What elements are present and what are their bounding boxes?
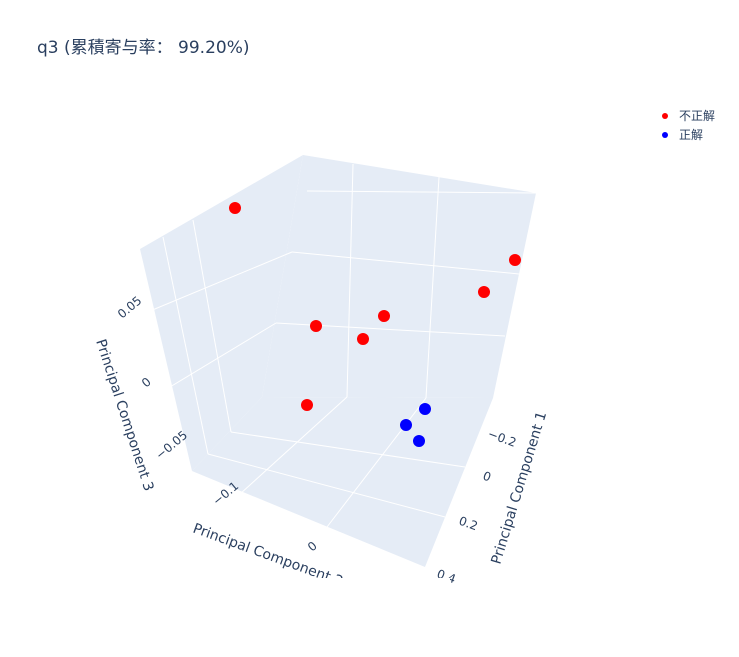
legend: 不正解 正解 [656,106,715,144]
back-wall-pane [262,155,536,398]
left-wall-pane [140,155,303,471]
legend-marker-icon [662,131,668,138]
data-point[interactable] [378,310,390,322]
data-point[interactable] [478,286,490,298]
y-tick-label: 0 [305,539,320,555]
data-point[interactable] [413,435,425,447]
x-tick-label: 0 [481,469,493,485]
data-point[interactable] [301,399,313,411]
legend-marker-icon [662,112,668,119]
legend-label: 正解 [679,128,704,142]
data-point[interactable] [400,419,412,431]
data-point[interactable] [509,254,521,266]
z-tick-label: −0.05 [153,428,190,462]
data-points [229,202,521,447]
legend-item-correct[interactable]: 正解 [656,125,715,144]
legend-label: 不正解 [679,109,716,123]
data-point[interactable] [419,403,431,415]
z-tick-label: 0 [139,375,154,391]
axis-panes [140,155,536,567]
data-point[interactable] [229,202,241,214]
data-point[interactable] [310,320,322,332]
x-tick-label: 0.2 [457,514,480,534]
data-point[interactable] [357,333,369,345]
gridlines [149,163,537,528]
plot-clip-mask [290,578,450,638]
z-axis-title: Principal Component 3 [92,337,156,493]
x-tick-label: −0.2 [486,427,518,450]
legend-item-incorrect[interactable]: 不正解 [656,106,715,125]
chart-title: q3 (累積寄与率： 99.20%) [37,38,250,58]
z-tick-label: 0.05 [115,293,144,321]
